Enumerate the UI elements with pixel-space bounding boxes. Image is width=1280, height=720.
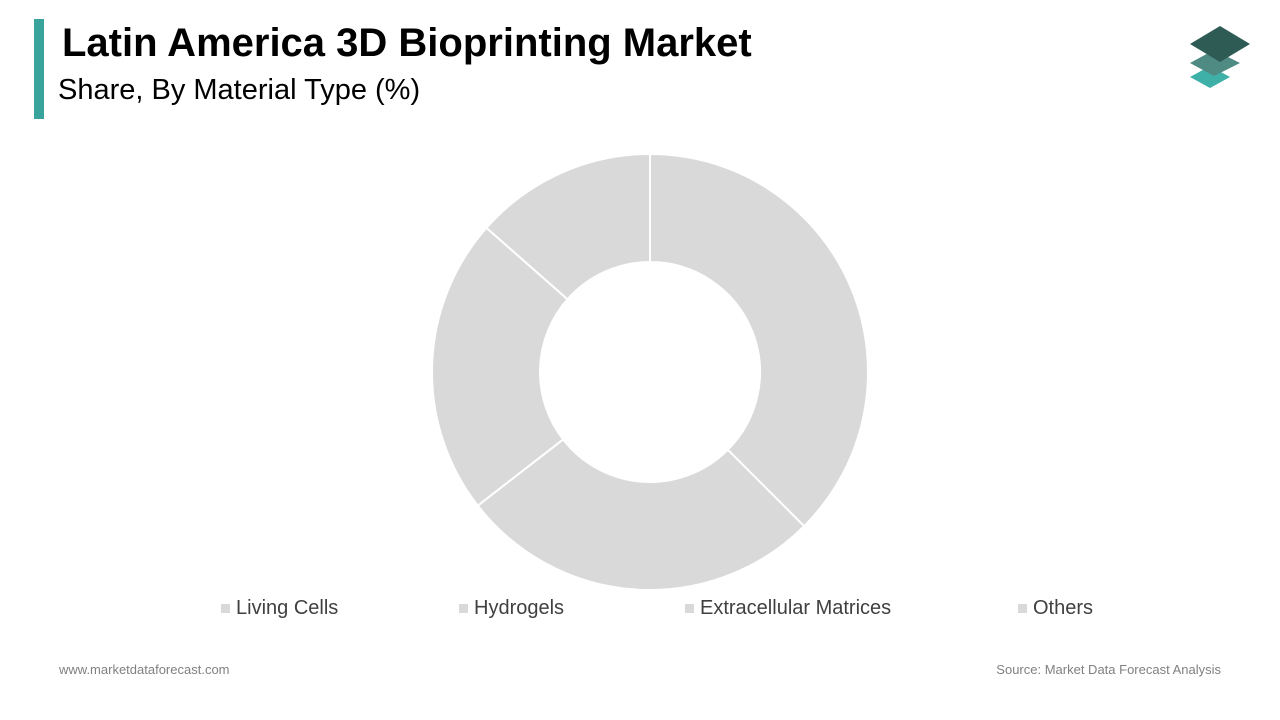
slice-extracellular-matrices [431, 226, 569, 508]
source-note: Source: Market Data Forecast Analysis [996, 662, 1221, 677]
donut-slices [431, 152, 869, 591]
slice-others [485, 152, 651, 301]
legend-swatch [685, 603, 694, 613]
logo-layer-top [1190, 26, 1250, 62]
layers-icon [1190, 26, 1250, 88]
legend-item-hydrogels: Hydrogels [459, 594, 564, 622]
legend-swatch [459, 603, 468, 613]
legend-swatch [1018, 603, 1027, 613]
legend-label: Living Cells [236, 597, 339, 619]
legend-label: Hydrogels [474, 597, 565, 619]
title-accent-bar [34, 19, 44, 119]
chart-title: Latin America 3D Bioprinting Market [62, 21, 752, 65]
legend-item-living-cells: Living Cells [221, 594, 338, 622]
legend-label: Extracellular Matrices [700, 597, 892, 619]
website-url: www.marketdataforecast.com [59, 662, 230, 677]
logo-layer-middle [1190, 50, 1240, 76]
chart-subtitle: Share, By Material Type (%) [58, 74, 421, 106]
legend-item-others: Others [1018, 594, 1093, 622]
chart-legend: Living Cells Hydrogels Extracellular Matri… [0, 594, 1280, 622]
legend-swatch [221, 603, 230, 613]
legend-label: Others [1033, 597, 1094, 619]
legend-item-extracellular-matrices: Extracellular Matrices [685, 594, 891, 622]
slice-hydrogels [476, 438, 806, 591]
slice-living-cells [649, 152, 869, 528]
